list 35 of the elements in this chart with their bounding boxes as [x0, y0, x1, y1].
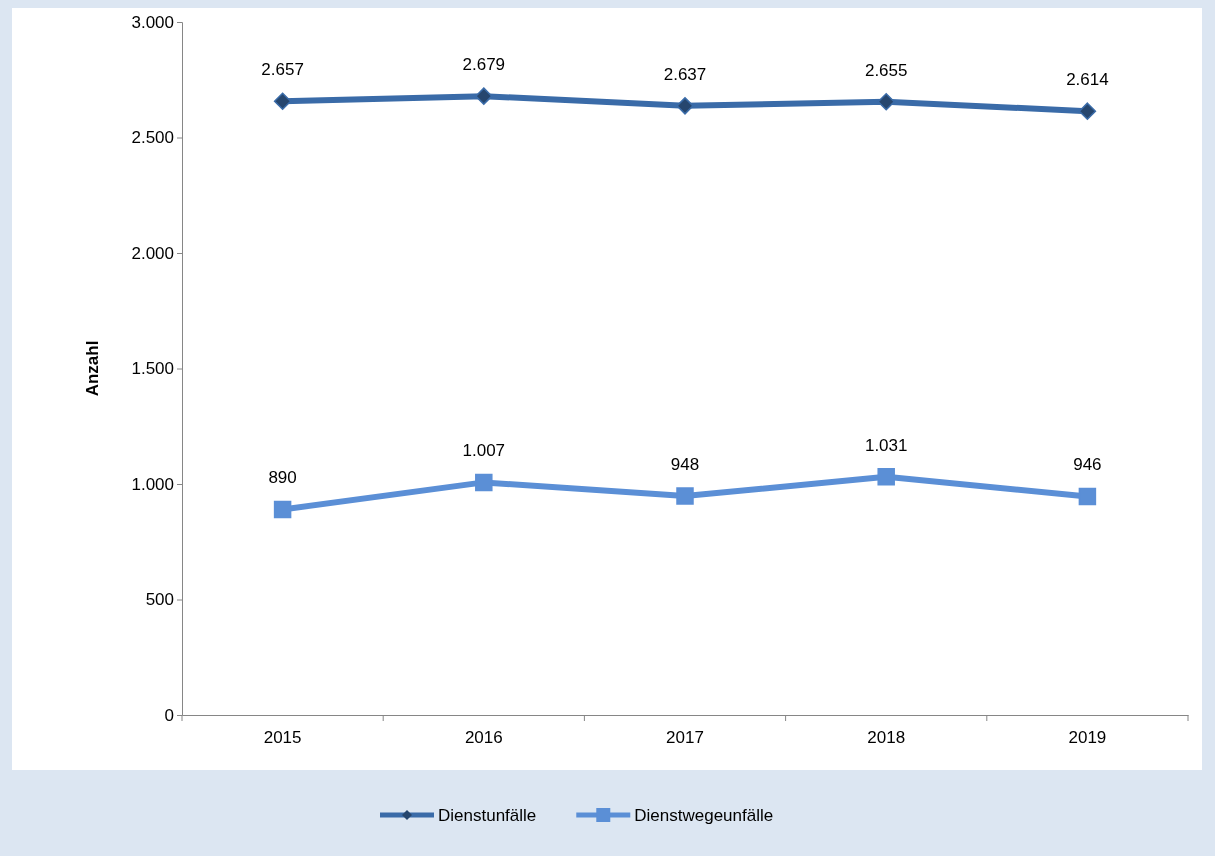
point — [273, 92, 292, 110]
x-tick-label: 2017 — [666, 728, 704, 748]
y-tick-label: 0 — [164, 705, 174, 725]
point — [676, 97, 694, 115]
y-tick-label: 2.500 — [131, 128, 174, 148]
data-label: 890 — [268, 468, 297, 488]
y-tick-label: 3.000 — [131, 12, 174, 32]
point — [877, 468, 895, 486]
data-label: 2.614 — [1066, 70, 1109, 90]
y-axis-title: Anzahl — [83, 340, 102, 397]
point — [1078, 487, 1097, 506]
point — [475, 473, 493, 492]
x-tick-label: 2015 — [263, 728, 302, 748]
x-tick-label: 2016 — [464, 728, 503, 748]
y-tick-label: 1.500 — [131, 359, 174, 379]
legend-label: Dienstwegeunfälle — [634, 806, 774, 825]
data-label: 1.031 — [864, 435, 908, 455]
data-label: 946 — [1073, 455, 1102, 475]
data-label: 2.655 — [864, 60, 908, 80]
point — [877, 92, 895, 111]
data-label: 948 — [670, 455, 700, 475]
data-label: 2.679 — [462, 55, 506, 75]
point — [475, 87, 493, 105]
data-label: 2.657 — [261, 60, 304, 80]
point — [676, 487, 694, 505]
point — [273, 500, 292, 519]
y-tick-label: 500 — [145, 590, 174, 610]
y-tick-label: 2.000 — [131, 243, 174, 263]
legend-label: Dienstunfälle — [438, 806, 537, 825]
x-tick-label: 2019 — [1068, 728, 1107, 748]
point — [1078, 102, 1097, 120]
x-tick-label: 2018 — [867, 728, 906, 748]
data-label: 1.007 — [462, 441, 506, 461]
data-label: 2.637 — [663, 64, 707, 84]
y-tick-label: 1.000 — [131, 474, 174, 494]
